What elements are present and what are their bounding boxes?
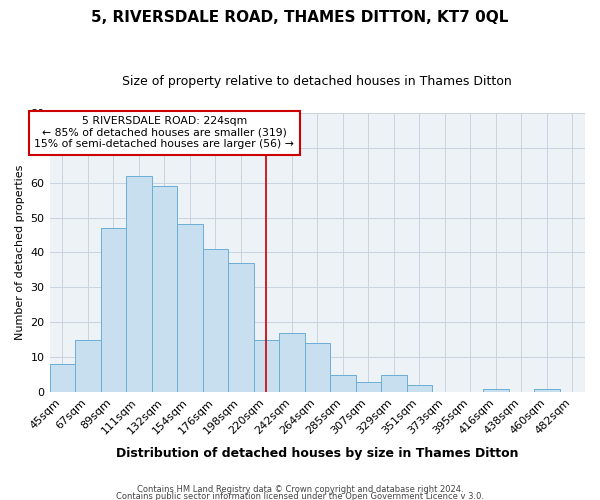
Bar (254, 340, 279, 392)
Text: 5 RIVERSDALE ROAD: 224sqm
← 85% of detached houses are smaller (319)
15% of semi: 5 RIVERSDALE ROAD: 224sqm ← 85% of detac… (34, 116, 294, 150)
Bar (177, 224, 203, 392)
Bar (356, 382, 381, 392)
Bar (279, 332, 305, 392)
Title: Size of property relative to detached houses in Thames Ditton: Size of property relative to detached ho… (122, 75, 512, 88)
Bar (101, 228, 126, 392)
Bar (75, 340, 101, 392)
Bar (203, 249, 228, 392)
X-axis label: Distribution of detached houses by size in Thames Ditton: Distribution of detached houses by size … (116, 447, 518, 460)
Text: Contains public sector information licensed under the Open Government Licence v : Contains public sector information licen… (116, 492, 484, 500)
Bar (330, 374, 356, 392)
Bar (126, 176, 152, 392)
Y-axis label: Number of detached properties: Number of detached properties (15, 164, 25, 340)
Bar (228, 263, 254, 392)
Bar (152, 186, 177, 392)
Text: Contains HM Land Registry data © Crown copyright and database right 2024.: Contains HM Land Registry data © Crown c… (137, 486, 463, 494)
Bar (50, 364, 75, 392)
Bar (534, 388, 560, 392)
Bar (407, 385, 432, 392)
Bar (381, 374, 407, 392)
Bar (483, 388, 509, 392)
Text: 5, RIVERSDALE ROAD, THAMES DITTON, KT7 0QL: 5, RIVERSDALE ROAD, THAMES DITTON, KT7 0… (91, 10, 509, 25)
Bar (305, 343, 330, 392)
